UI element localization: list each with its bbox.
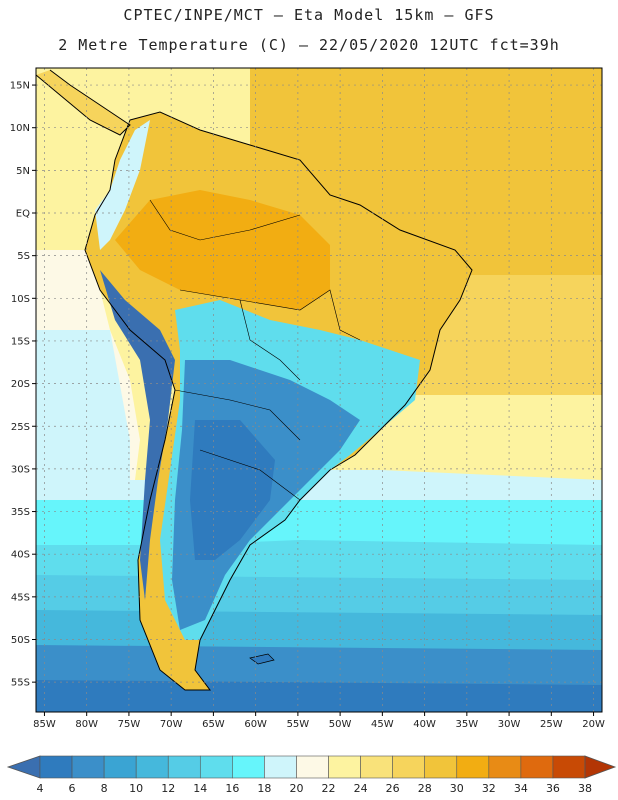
longitude-tick-label: 55W xyxy=(287,719,310,730)
colorbar-segment xyxy=(232,755,265,779)
central-america-coast xyxy=(36,69,131,136)
latitude-ticks: 15N 10N 5N EQ 5S 10S 15S 20S 25S 30S 35S 40S 45S 50S 5… xyxy=(10,81,36,689)
colorbar-segment xyxy=(520,755,554,779)
longitude-ticks: 85W 80W 75W 70W 65W 60W 55W 50W 45W 40W 35W 30W 25W 2… xyxy=(33,712,605,730)
colorbar-segment xyxy=(264,755,297,779)
colorbar-label: 4 xyxy=(37,782,44,795)
colorbar-segment xyxy=(296,755,329,779)
colorbar-segment xyxy=(199,755,233,779)
colorbar-segment xyxy=(488,755,522,779)
longitude-tick-label: 40W xyxy=(413,719,436,730)
andes-north xyxy=(95,120,150,250)
colorbar-segment xyxy=(135,755,169,779)
longitude-tick-label: 50W xyxy=(329,719,352,730)
colorbar-segment xyxy=(392,755,426,779)
colorbar-label: 12 xyxy=(161,782,175,795)
colorbar-label: 24 xyxy=(354,782,368,795)
latitude-tick-label: 20S xyxy=(11,379,30,390)
longitude-tick-label: 45W xyxy=(371,719,394,730)
pacific-cool xyxy=(36,330,130,520)
latitude-tick-label: 5S xyxy=(17,251,30,262)
colorbar-segment xyxy=(360,755,393,779)
colorbar-label: 30 xyxy=(450,782,464,795)
colorbar-label: 38 xyxy=(578,782,592,795)
latitude-tick-label: 45S xyxy=(11,592,30,603)
colorbar-label: 18 xyxy=(257,782,271,795)
map-frame xyxy=(35,67,603,713)
colorbar: 4 6 8 10 12 14 16 18 20 22 24 26 28 30 32 34 36 38 xyxy=(6,755,617,795)
map-title: CPTEC/INPE/MCT – Eta Model 15km – GFS xyxy=(123,6,495,24)
longitude-tick-label: 80W xyxy=(75,719,98,730)
longitude-tick-label: 60W xyxy=(244,719,267,730)
latitude-tick-label: 30S xyxy=(11,464,30,475)
colorbar-right-arrow xyxy=(584,755,617,779)
pampas-cold xyxy=(190,420,275,560)
colorbar-segment xyxy=(552,755,586,779)
longitude-tick-label: 70W xyxy=(160,719,183,730)
colorbar-segment xyxy=(424,755,458,779)
colorbar-segment xyxy=(456,755,490,779)
colorbar-segment xyxy=(39,755,73,779)
longitude-tick-label: 65W xyxy=(202,719,225,730)
latitude-tick-label: 55S xyxy=(11,678,30,689)
gridlines xyxy=(36,68,602,712)
colorbar-segment xyxy=(328,755,361,779)
latitude-tick-label: 15S xyxy=(11,336,30,347)
latitude-tick-label: 25S xyxy=(11,422,30,433)
colorbar-label: 20 xyxy=(289,782,303,795)
colorbar-label: 28 xyxy=(418,782,432,795)
longitude-tick-label: 35W xyxy=(456,719,479,730)
longitude-tick-label: 85W xyxy=(33,719,56,730)
latitude-tick-label: 35S xyxy=(11,507,30,518)
map-subtitle: 2 Metre Temperature (C) – 22/05/2020 12U… xyxy=(58,36,560,54)
colorbar-label: 14 xyxy=(193,782,207,795)
coastline xyxy=(84,111,473,691)
colorbar-label: 10 xyxy=(129,782,143,795)
latitude-tick-label: EQ xyxy=(16,209,30,220)
latitude-tick-label: 10N xyxy=(10,123,30,134)
central-america-land xyxy=(36,70,130,135)
country-borders xyxy=(149,199,361,501)
colorbar-label: 32 xyxy=(482,782,496,795)
temperature-field xyxy=(36,68,602,712)
colorbar-segment xyxy=(71,755,105,779)
colorbar-label: 26 xyxy=(386,782,400,795)
latitude-tick-label: 15N xyxy=(10,81,30,92)
colorbar-segment xyxy=(167,755,201,779)
latitude-tick-label: 40S xyxy=(11,550,30,561)
colorbar-label: 36 xyxy=(546,782,560,795)
latitude-tick-label: 50S xyxy=(11,635,30,646)
latitude-tick-label: 10S xyxy=(11,294,30,305)
longitude-tick-label: 75W xyxy=(118,719,141,730)
colorbar-label: 8 xyxy=(101,782,108,795)
colorbar-label: 34 xyxy=(514,782,528,795)
amazon-hot-zone xyxy=(115,190,330,310)
south-band-6 xyxy=(36,680,602,712)
colorbar-left-arrow xyxy=(6,755,41,779)
latitude-tick-label: 5N xyxy=(16,166,30,177)
longitude-tick-label: 30W xyxy=(498,719,521,730)
longitude-tick-label: 25W xyxy=(540,719,563,730)
colorbar-label: 6 xyxy=(69,782,76,795)
colorbar-segment xyxy=(103,755,137,779)
colorbar-label: 16 xyxy=(225,782,239,795)
longitude-tick-label: 20W xyxy=(582,719,605,730)
colorbar-label: 22 xyxy=(322,782,336,795)
